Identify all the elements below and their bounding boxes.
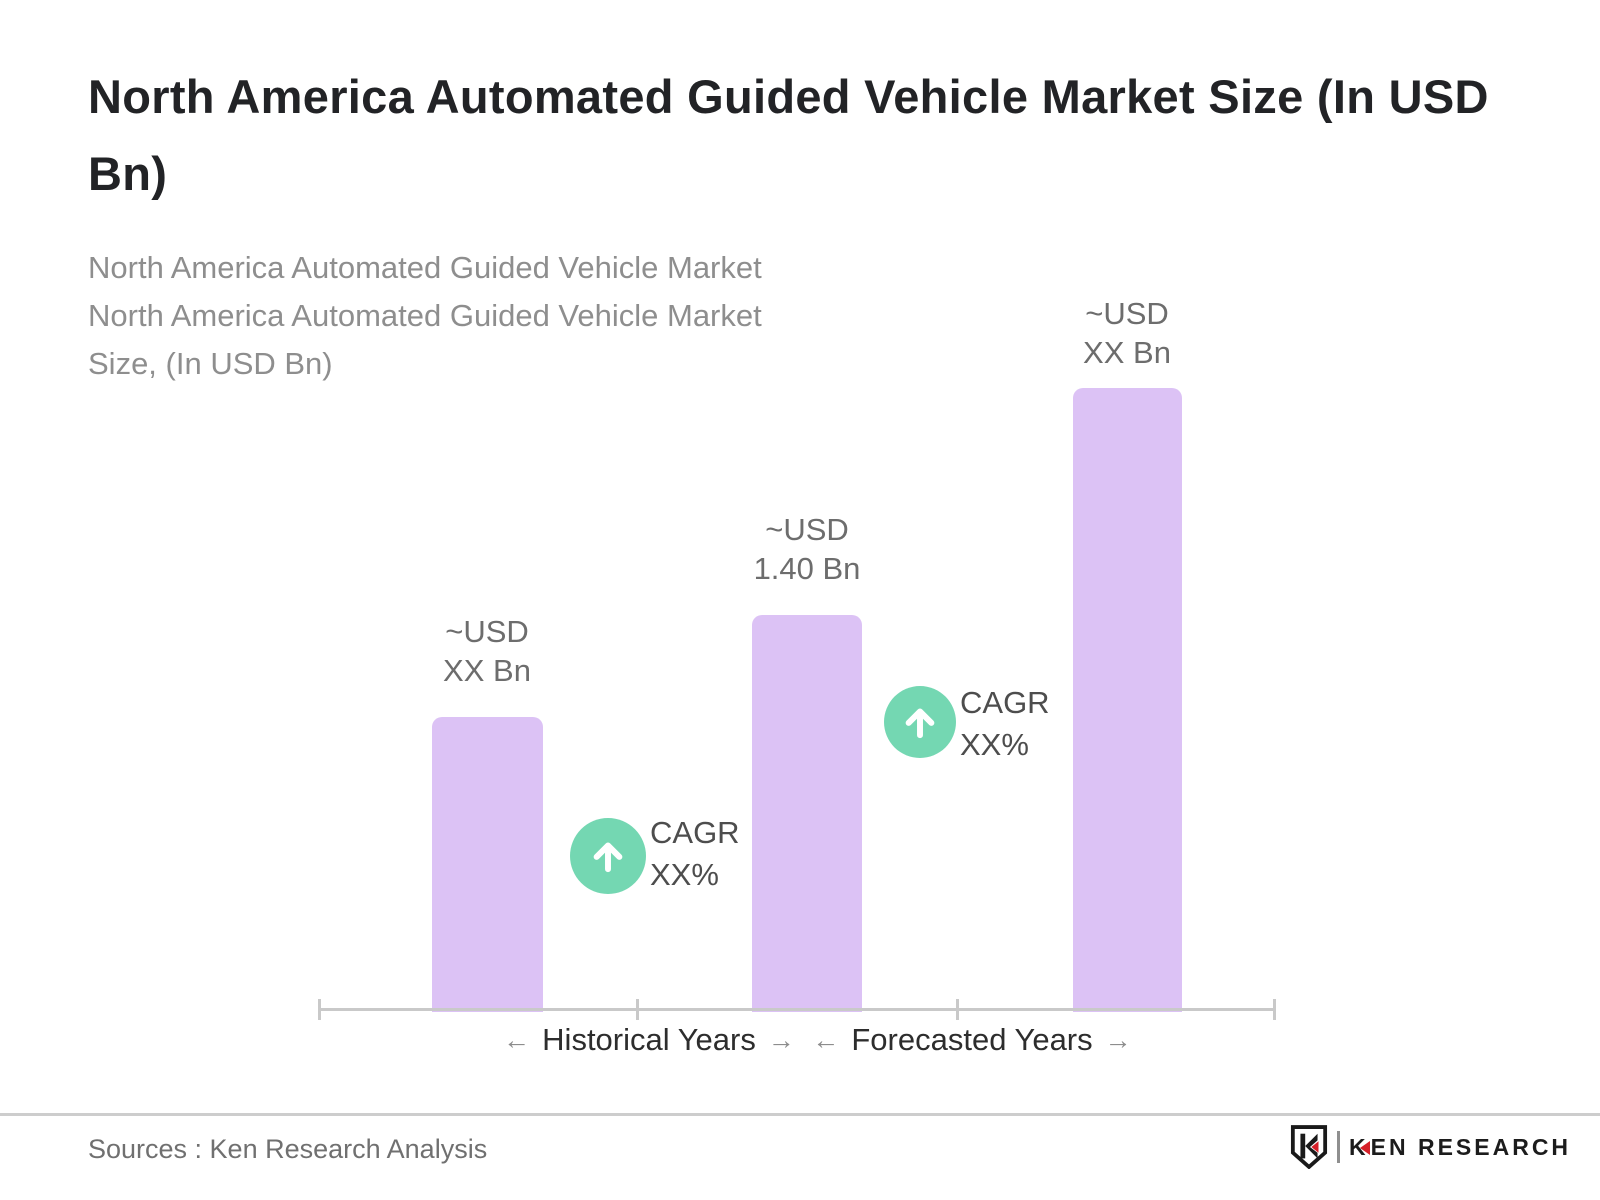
cagr-badge <box>884 686 956 758</box>
cagr-annotation: CAGR XX% <box>650 812 740 896</box>
up-arrow-icon <box>593 842 623 873</box>
footer-divider <box>0 1113 1600 1116</box>
cagr-value: XX% <box>650 857 719 892</box>
right-arrow-icon: → <box>1104 1024 1132 1055</box>
bar-value-line: ~USD <box>765 512 849 547</box>
x-axis-line <box>318 1008 1276 1011</box>
bar-value-line: ~USD <box>445 614 529 649</box>
subtitle-line: North America Automated Guided Vehicle M… <box>88 298 762 333</box>
axis-label-text: Forecasted Years <box>851 1022 1093 1057</box>
source-attribution: Sources : Ken Research Analysis <box>88 1134 488 1164</box>
axis-label-text: Historical Years <box>542 1022 756 1057</box>
ken-research-logo: K EN RESEARCH <box>1290 1124 1571 1170</box>
subtitle-line: North America Automated Guided Vehicle M… <box>88 250 762 285</box>
axis-label-historical-years: ← Historical Years → <box>503 1022 795 1058</box>
chart-subtitle: North America Automated Guided Vehicle M… <box>88 244 1088 388</box>
bar-value-line: XX Bn <box>443 653 531 688</box>
logo-divider <box>1337 1131 1340 1163</box>
cagr-value: XX% <box>960 727 1029 762</box>
bar-value-line: XX Bn <box>1083 335 1171 370</box>
cagr-label: CAGR <box>650 815 740 850</box>
axis-label-forecasted-years: ← Forecasted Years → <box>812 1022 1131 1058</box>
right-arrow-icon: → <box>767 1024 795 1055</box>
bar-value-line: 1.40 Bn <box>753 551 861 586</box>
page-title: North America Automated Guided Vehicle M… <box>88 70 1489 200</box>
left-arrow-icon: ← <box>812 1024 840 1055</box>
x-axis-tick <box>318 999 321 1020</box>
bar-value-line: ~USD <box>1085 296 1169 331</box>
cagr-annotation: CAGR XX% <box>960 682 1050 766</box>
up-arrow-icon <box>905 708 935 739</box>
cagr-label: CAGR <box>960 685 1050 720</box>
x-axis-tick <box>1273 999 1276 1020</box>
cagr-badge <box>570 818 646 894</box>
bar-value-label: ~USD XX Bn <box>1007 294 1247 372</box>
bar-value-label: ~USD XX Bn <box>367 612 607 690</box>
bar-value-label: ~USD 1.40 Bn <box>687 510 927 588</box>
x-axis-tick <box>956 999 959 1020</box>
x-axis-tick <box>636 999 639 1020</box>
logo-letters-rest: EN RESEARCH <box>1370 1133 1572 1160</box>
red-triangle-icon <box>1359 1141 1370 1155</box>
bar-historical <box>432 717 543 1012</box>
left-arrow-icon: ← <box>503 1024 531 1055</box>
bar-forecast <box>1073 388 1182 1012</box>
ken-research-shield-icon <box>1290 1125 1328 1169</box>
subtitle-line: Size, (In USD Bn) <box>88 346 333 381</box>
logo-wordmark: K EN RESEARCH <box>1349 1134 1571 1161</box>
bar-current <box>752 615 862 1012</box>
